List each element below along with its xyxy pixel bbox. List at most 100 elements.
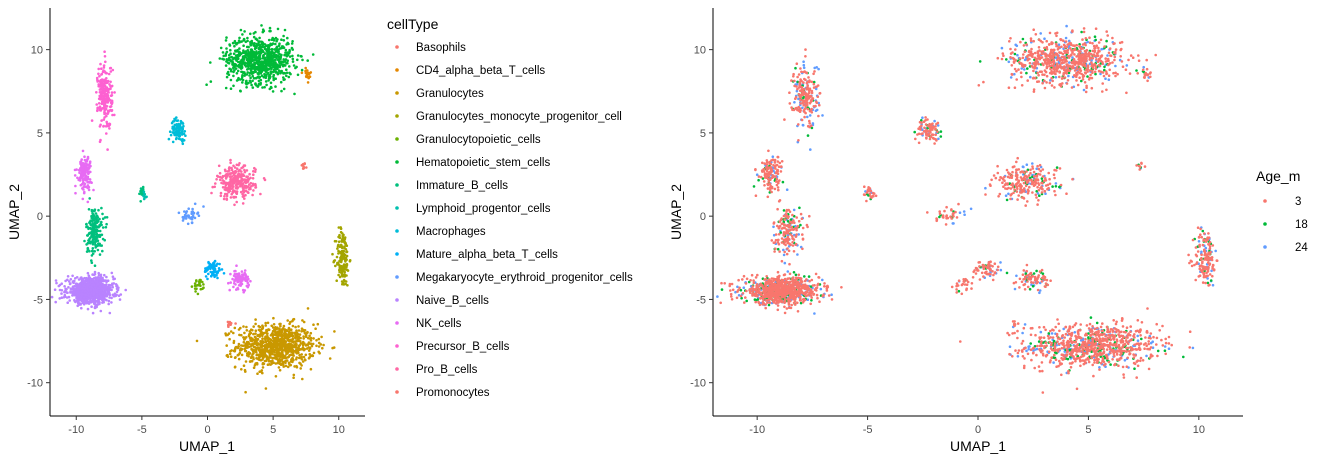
data-point: [255, 50, 258, 53]
data-point: [113, 294, 117, 298]
data-point: [999, 261, 1002, 264]
data-point: [251, 182, 255, 186]
data-point: [199, 287, 203, 291]
data-point: [96, 219, 100, 222]
data-point: [271, 57, 274, 61]
data-point: [90, 119, 94, 122]
data-point: [294, 336, 297, 340]
data-point: [236, 56, 239, 59]
data-point: [109, 66, 113, 70]
data-point: [55, 281, 58, 285]
data-point: [297, 348, 300, 352]
data-point: [234, 275, 237, 278]
data-point: [233, 347, 237, 351]
data-point: [201, 280, 204, 284]
data-point: [1015, 44, 1019, 48]
data-point: [1145, 354, 1148, 358]
data-point: [62, 296, 66, 299]
data-point: [257, 43, 260, 47]
data-point: [243, 271, 246, 275]
data-point: [232, 84, 235, 88]
data-point: [258, 57, 262, 60]
data-point: [271, 62, 274, 66]
data-point: [248, 183, 251, 186]
data-point: [261, 366, 265, 369]
data-point: [336, 247, 339, 250]
data-point: [254, 37, 258, 41]
data-point: [89, 289, 93, 292]
data-point: [86, 180, 89, 184]
data-point: [289, 72, 292, 76]
data-point: [272, 39, 276, 42]
data-point: [289, 320, 292, 324]
data-point: [345, 265, 348, 269]
data-point: [240, 170, 243, 173]
data-point: [346, 284, 349, 287]
data-point: [305, 74, 309, 77]
data-point: [345, 274, 348, 277]
data-point: [303, 347, 307, 351]
data-point: [305, 166, 308, 169]
data-point: [84, 290, 87, 293]
data-point: [342, 278, 346, 282]
data-point: [921, 116, 924, 119]
data-point: [337, 249, 340, 253]
data-point: [1089, 316, 1093, 319]
data-point: [270, 47, 274, 51]
data-point: [312, 337, 315, 340]
data-point: [236, 346, 240, 350]
data-point: [233, 56, 236, 60]
data-point: [1140, 337, 1143, 341]
data-point: [298, 344, 302, 347]
data-point: [339, 258, 342, 261]
data-point: [99, 281, 102, 285]
data-point: [254, 55, 258, 58]
data-point: [1013, 52, 1017, 56]
data-point: [96, 79, 100, 83]
data-point: [336, 261, 339, 265]
data-point: [785, 188, 789, 191]
data-point: [108, 127, 111, 130]
data-point: [113, 277, 116, 281]
data-point: [334, 240, 338, 243]
data-point: [101, 82, 105, 86]
data-point: [243, 368, 247, 372]
data-point: [1007, 192, 1010, 196]
data-point: [1167, 347, 1171, 351]
data-point: [317, 341, 321, 345]
data-point: [88, 285, 92, 289]
data-point: [94, 276, 98, 279]
data-point: [100, 97, 103, 100]
data-point: [272, 78, 276, 82]
data-point: [105, 96, 108, 99]
data-point: [267, 51, 270, 55]
data-point: [245, 329, 249, 332]
series-granulocytes: [195, 307, 336, 394]
data-point: [792, 208, 796, 212]
data-point: [345, 254, 349, 258]
data-point: [277, 366, 281, 369]
data-point: [240, 174, 244, 178]
data-point: [105, 104, 108, 108]
data-point: [283, 28, 287, 32]
legend-label: NK_cells: [416, 318, 462, 330]
data-point: [189, 217, 192, 220]
data-point: [963, 213, 966, 216]
data-point: [303, 331, 307, 335]
data-point: [231, 191, 235, 194]
data-point: [216, 175, 220, 178]
data-point: [90, 281, 94, 284]
data-point: [286, 59, 290, 62]
data-point: [343, 266, 346, 270]
data-point: [285, 359, 289, 362]
data-point: [1106, 54, 1109, 57]
data-point: [290, 46, 294, 50]
data-point: [252, 173, 255, 176]
data-point: [1007, 60, 1011, 64]
data-point: [108, 109, 111, 113]
data-point: [98, 140, 102, 144]
data-point: [197, 214, 201, 217]
data-point: [105, 77, 108, 80]
data-point: [275, 64, 279, 67]
data-point: [239, 347, 243, 350]
